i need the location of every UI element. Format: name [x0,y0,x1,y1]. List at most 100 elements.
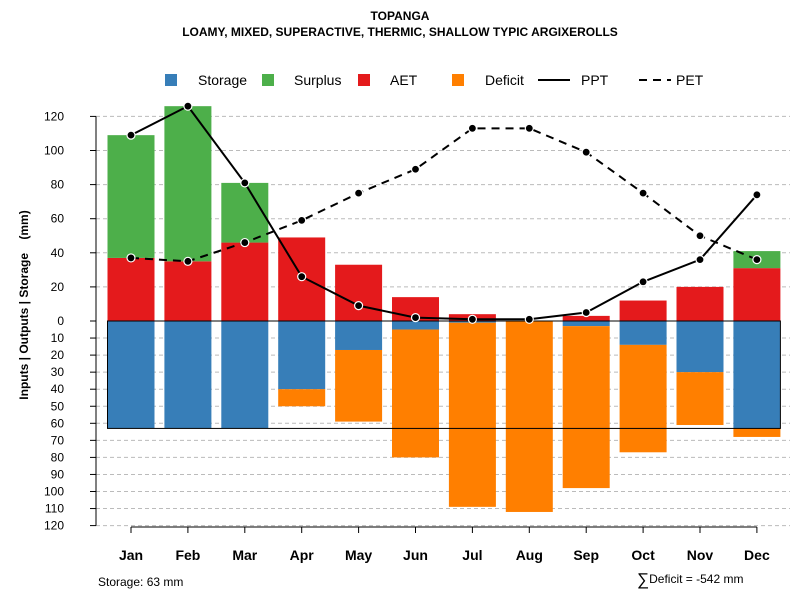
pet-point [354,188,364,198]
aet-bar [107,257,155,321]
storage-bar [562,321,610,327]
storage-bar [676,321,724,373]
pet-line [130,127,758,263]
y-tick-label: 120 [44,519,64,533]
aet-bar [619,300,667,321]
deficit-bar [733,428,781,437]
legend-label: PET [676,72,704,88]
x-tick-label: Jul [462,547,482,563]
storage-bar [278,321,326,390]
aet-bar [733,268,781,321]
legend-swatch [358,74,370,86]
storage-bar [221,321,269,429]
x-tick-label: May [345,547,372,563]
pet-point [752,255,762,265]
pet-point [467,123,477,133]
storage-bar [335,321,383,350]
y-tick-label: 30 [51,365,65,379]
legend-label: Surplus [294,72,341,88]
ppt-point [297,272,307,282]
legend-label: AET [390,72,418,88]
pet-point [183,256,193,266]
x-tick-label: Feb [175,547,200,563]
y-tick-label: 100 [44,144,64,158]
aet-bar [562,315,610,321]
deficit-bar [505,321,553,512]
y-tick-label: 80 [51,450,65,464]
ppt-point [410,312,421,323]
y-tick-label: 100 [44,485,64,499]
aet-bar [676,286,724,321]
x-tick-label: Sep [573,547,599,563]
y-tick-label: 0 [57,314,64,328]
ppt-point [354,301,364,311]
pet-point [126,253,136,263]
storage-bar [392,321,439,330]
chart-title: TOPANGA [370,9,430,23]
sum-symbol: ∑ [637,570,650,589]
deficit-note: ∑Deficit = -542 mm [637,570,743,590]
storage-bar [107,321,155,429]
pet-point [581,147,591,157]
ppt-point [467,314,477,324]
legend-swatch [165,74,177,86]
x-tick-label: Dec [744,547,770,563]
y-tick-label: 10 [51,331,65,345]
storage-bar [619,321,667,345]
surplus-bar [221,182,269,243]
pet-point [410,164,421,174]
legend-swatch [262,74,274,86]
y-tick-label: 20 [51,280,65,294]
ppt-point [183,101,193,111]
storage-bar [733,321,781,429]
x-tick-label: Aug [516,547,543,563]
legend-label: Deficit [485,72,524,88]
y-tick-label: 110 [45,502,64,516]
deficit-bar [562,326,610,489]
aet-bar [335,264,383,321]
deficit-bar [676,372,724,426]
legend-label: PPT [581,72,609,88]
y-tick-label: 40 [51,382,65,396]
x-tick-label: Jun [403,547,428,563]
y-tick-label: 50 [51,399,65,413]
y-tick-label: 120 [44,109,64,123]
x-tick-label: Oct [631,547,655,563]
y-tick-label: 80 [51,178,65,192]
y-axis-label: Inputs | Outputs | Storage (mm) [17,210,31,399]
deficit-bar [448,322,496,507]
y-tick-label: 70 [51,433,65,447]
deficit-bar [619,344,667,453]
x-tick-label: Mar [232,547,257,563]
ppt-point [581,307,591,318]
surplus-bar [164,106,212,262]
ppt-point [240,178,250,188]
aet-bar [164,261,212,321]
ppt-point [752,190,762,200]
ppt-point [638,277,648,287]
y-tick-label: 60 [51,416,65,430]
ppt-point [695,255,705,265]
aet-bar [221,242,269,321]
x-tick-label: Apr [290,547,315,563]
deficit-bar [392,329,439,458]
ppt-line [130,104,758,321]
surplus-bar [107,135,155,258]
deficit-bar [278,389,326,407]
pet-point [695,231,705,241]
pet-point [240,237,250,248]
pet-point [638,188,648,198]
y-tick-label: 40 [51,246,65,260]
ppt-point [524,314,534,324]
pet-point [524,123,534,133]
y-tick-label: 20 [51,348,65,362]
ppt-point [126,130,136,140]
deficit-total: Deficit = -542 mm [649,572,744,586]
y-tick-label: 60 [51,212,65,226]
legend-label: Storage [198,72,247,88]
storage-bar [164,321,212,429]
deficit-bar [335,349,383,422]
legend-swatch [452,74,464,86]
pet-point [297,215,307,226]
